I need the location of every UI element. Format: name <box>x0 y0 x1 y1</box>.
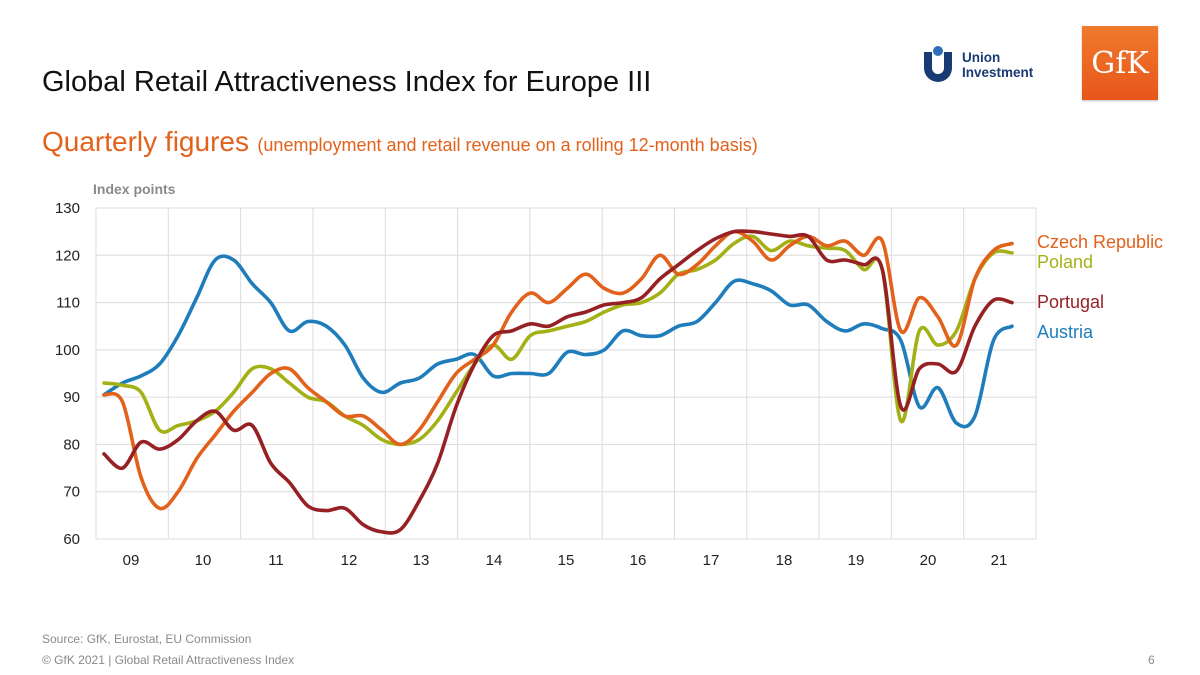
x-tick-label: 19 <box>848 552 865 569</box>
series-line-austria <box>102 254 1014 429</box>
x-tick-label: 14 <box>486 552 503 569</box>
gfk-logo: GfK <box>1082 26 1158 100</box>
slide-subtitle: Quarterly figures (unemployment and reta… <box>42 126 758 158</box>
series-label-austria: Austria <box>1037 322 1094 342</box>
x-tick-label: 12 <box>341 552 358 569</box>
x-tick-label: 20 <box>920 552 937 569</box>
page-number: 6 <box>1148 653 1155 667</box>
line-chart: 60 70 80 90 100 110 120 130 09 10 11 12 13 14 15 16 17 1… <box>55 181 1163 569</box>
subtitle-main: Quarterly figures <box>42 126 249 157</box>
x-tick-label: 13 <box>413 552 430 569</box>
y-tick-label: 130 <box>55 200 80 217</box>
x-tick-label: 15 <box>558 552 575 569</box>
gfk-logo-text: GfK <box>1091 45 1149 81</box>
union-investment-logo: Union Investment <box>920 44 1060 88</box>
union-logo-line1: Union <box>962 50 1001 65</box>
y-tick-label: 70 <box>63 484 80 501</box>
x-tick-label: 11 <box>268 552 284 569</box>
x-tick-label: 18 <box>776 552 793 569</box>
union-investment-mark-icon <box>924 46 952 82</box>
y-tick-labels: 60 70 80 90 100 110 120 130 <box>55 200 80 548</box>
chart-grid <box>95 207 1037 540</box>
series-label-poland: Poland <box>1037 252 1093 272</box>
x-tick-label: 10 <box>195 552 212 569</box>
y-tick-label: 100 <box>55 342 80 359</box>
x-tick-label: 21 <box>991 552 1008 569</box>
union-logo-line2: Investment <box>962 65 1034 80</box>
x-tick-labels: 09 10 11 12 13 14 15 16 17 18 19 20 21 <box>123 552 1008 569</box>
subtitle-note: (unemployment and retail revenue on a ro… <box>257 135 758 155</box>
x-tick-label: 17 <box>703 552 720 569</box>
y-tick-label: 110 <box>56 295 80 312</box>
series-label-czech-republic: Czech Republic <box>1037 232 1163 252</box>
series-line-portugal <box>102 229 1014 535</box>
copyright-note: © GfK 2021 | Global Retail Attractivenes… <box>42 653 295 667</box>
x-tick-label: 16 <box>630 552 647 569</box>
series-line-poland <box>102 234 1014 447</box>
series-line-czech-republic <box>102 229 1014 511</box>
y-tick-label: 90 <box>63 389 80 406</box>
source-note: Source: GfK, Eurostat, EU Commission <box>42 632 252 646</box>
y-tick-label: 120 <box>55 247 80 264</box>
series-label-portugal: Portugal <box>1037 292 1104 312</box>
series-lines <box>102 229 1014 535</box>
y-axis-label: Index points <box>93 181 176 197</box>
y-tick-label: 60 <box>63 531 80 548</box>
x-tick-label: 09 <box>123 552 140 569</box>
y-tick-label: 80 <box>63 436 80 453</box>
slide-title: Global Retail Attractiveness Index for E… <box>42 66 652 98</box>
